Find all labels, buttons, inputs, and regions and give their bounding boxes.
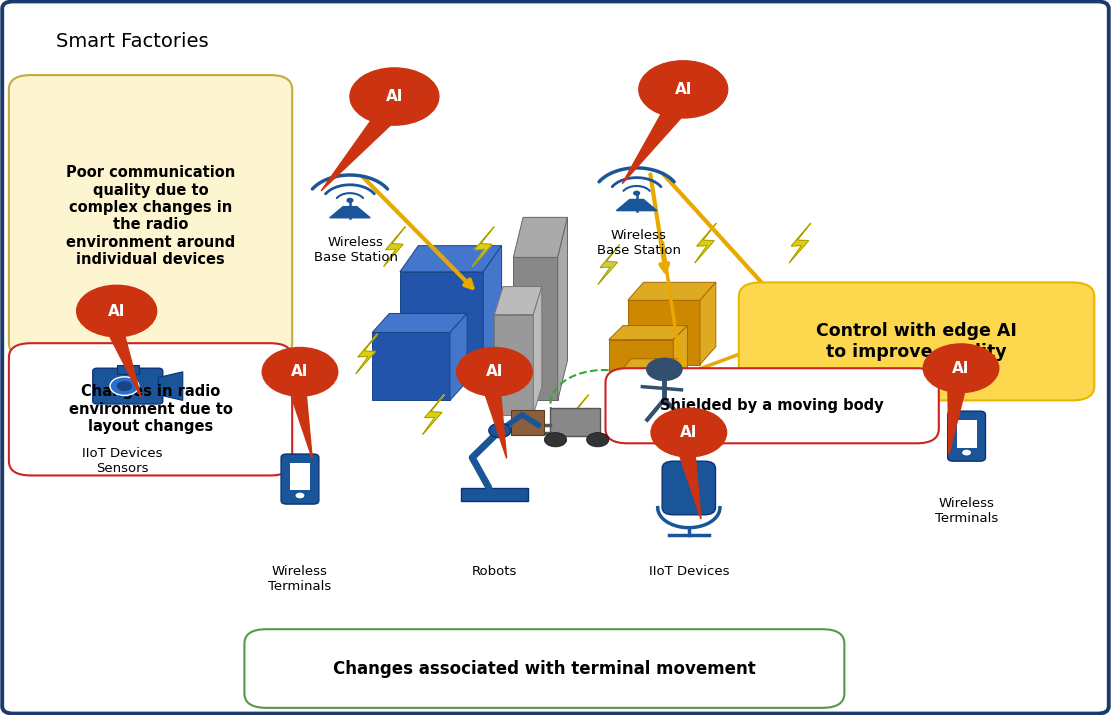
Polygon shape bbox=[622, 102, 690, 184]
Polygon shape bbox=[321, 109, 401, 191]
Text: Wireless
Terminals: Wireless Terminals bbox=[269, 565, 331, 593]
Text: AI: AI bbox=[291, 365, 309, 379]
Polygon shape bbox=[598, 245, 620, 285]
Polygon shape bbox=[533, 287, 542, 415]
Circle shape bbox=[633, 192, 640, 195]
Circle shape bbox=[587, 433, 609, 447]
Polygon shape bbox=[287, 383, 312, 458]
Polygon shape bbox=[194, 323, 217, 363]
Polygon shape bbox=[159, 372, 182, 400]
Text: Poor communication
quality due to
complex changes in
the radio
environment aroun: Poor communication quality due to comple… bbox=[66, 165, 236, 267]
Text: Control with edge AI
to improve quality: Control with edge AI to improve quality bbox=[817, 322, 1017, 361]
Polygon shape bbox=[620, 359, 681, 372]
Polygon shape bbox=[513, 217, 568, 257]
Text: AI: AI bbox=[674, 82, 692, 97]
Polygon shape bbox=[494, 287, 542, 315]
Polygon shape bbox=[422, 395, 444, 435]
Polygon shape bbox=[290, 463, 310, 490]
Text: IIoT Devices: IIoT Devices bbox=[649, 565, 729, 578]
Polygon shape bbox=[789, 223, 811, 263]
Polygon shape bbox=[672, 459, 694, 499]
Polygon shape bbox=[673, 325, 688, 390]
Polygon shape bbox=[948, 379, 967, 455]
Text: Changes in radio
environment due to
layout changes: Changes in radio environment due to layo… bbox=[69, 385, 232, 434]
FancyBboxPatch shape bbox=[739, 282, 1094, 400]
Polygon shape bbox=[330, 207, 370, 218]
FancyBboxPatch shape bbox=[550, 408, 600, 436]
Polygon shape bbox=[450, 313, 467, 400]
Polygon shape bbox=[372, 313, 467, 332]
Polygon shape bbox=[481, 383, 507, 458]
Text: AI: AI bbox=[386, 89, 403, 104]
Circle shape bbox=[962, 450, 971, 455]
Circle shape bbox=[544, 433, 567, 447]
Circle shape bbox=[117, 381, 132, 391]
Polygon shape bbox=[567, 395, 589, 435]
Circle shape bbox=[350, 68, 439, 125]
FancyBboxPatch shape bbox=[9, 343, 292, 475]
Text: Wireless
Base Station: Wireless Base Station bbox=[597, 229, 681, 257]
Text: Wireless
Base Station: Wireless Base Station bbox=[313, 236, 398, 264]
Text: AI: AI bbox=[108, 304, 126, 318]
Polygon shape bbox=[628, 300, 700, 365]
Text: IIoT Devices
Sensors: IIoT Devices Sensors bbox=[82, 447, 162, 475]
Text: AI: AI bbox=[680, 425, 698, 440]
Polygon shape bbox=[617, 199, 657, 211]
Circle shape bbox=[457, 347, 532, 396]
Polygon shape bbox=[356, 334, 378, 374]
FancyBboxPatch shape bbox=[244, 629, 844, 708]
Circle shape bbox=[347, 199, 353, 202]
Polygon shape bbox=[400, 272, 483, 365]
Polygon shape bbox=[900, 370, 922, 410]
Polygon shape bbox=[609, 325, 688, 340]
Polygon shape bbox=[609, 340, 673, 390]
Circle shape bbox=[489, 423, 511, 438]
Polygon shape bbox=[513, 257, 558, 400]
FancyBboxPatch shape bbox=[948, 411, 985, 461]
Text: Changes associated with terminal movement: Changes associated with terminal movemen… bbox=[333, 659, 755, 678]
Circle shape bbox=[645, 358, 682, 381]
FancyBboxPatch shape bbox=[511, 410, 544, 435]
Polygon shape bbox=[694, 223, 717, 263]
Polygon shape bbox=[102, 322, 141, 398]
Polygon shape bbox=[700, 282, 715, 365]
Polygon shape bbox=[472, 227, 494, 267]
Circle shape bbox=[296, 493, 304, 498]
Polygon shape bbox=[400, 246, 502, 272]
FancyBboxPatch shape bbox=[281, 454, 319, 504]
Polygon shape bbox=[675, 443, 701, 519]
Circle shape bbox=[639, 61, 728, 118]
Polygon shape bbox=[372, 332, 450, 400]
Polygon shape bbox=[620, 372, 670, 418]
Text: AI: AI bbox=[486, 365, 503, 379]
Polygon shape bbox=[383, 227, 406, 267]
Text: Robots: Robots bbox=[472, 565, 517, 578]
Polygon shape bbox=[957, 420, 977, 448]
FancyBboxPatch shape bbox=[117, 365, 139, 374]
FancyBboxPatch shape bbox=[9, 75, 292, 358]
Polygon shape bbox=[670, 359, 681, 418]
Circle shape bbox=[923, 344, 999, 393]
Polygon shape bbox=[558, 217, 568, 400]
Circle shape bbox=[651, 408, 727, 457]
FancyBboxPatch shape bbox=[461, 488, 528, 500]
Circle shape bbox=[77, 285, 157, 337]
Circle shape bbox=[110, 377, 139, 395]
Polygon shape bbox=[628, 282, 715, 300]
FancyBboxPatch shape bbox=[662, 461, 715, 515]
Text: AI: AI bbox=[952, 361, 970, 375]
FancyBboxPatch shape bbox=[605, 368, 939, 443]
Polygon shape bbox=[494, 315, 533, 415]
Circle shape bbox=[262, 347, 338, 396]
Polygon shape bbox=[483, 246, 502, 365]
Text: Smart Factories: Smart Factories bbox=[56, 32, 208, 51]
Text: Wireless
Terminals: Wireless Terminals bbox=[935, 497, 998, 525]
Text: Shielded by a moving body: Shielded by a moving body bbox=[660, 398, 884, 413]
FancyBboxPatch shape bbox=[93, 368, 162, 404]
